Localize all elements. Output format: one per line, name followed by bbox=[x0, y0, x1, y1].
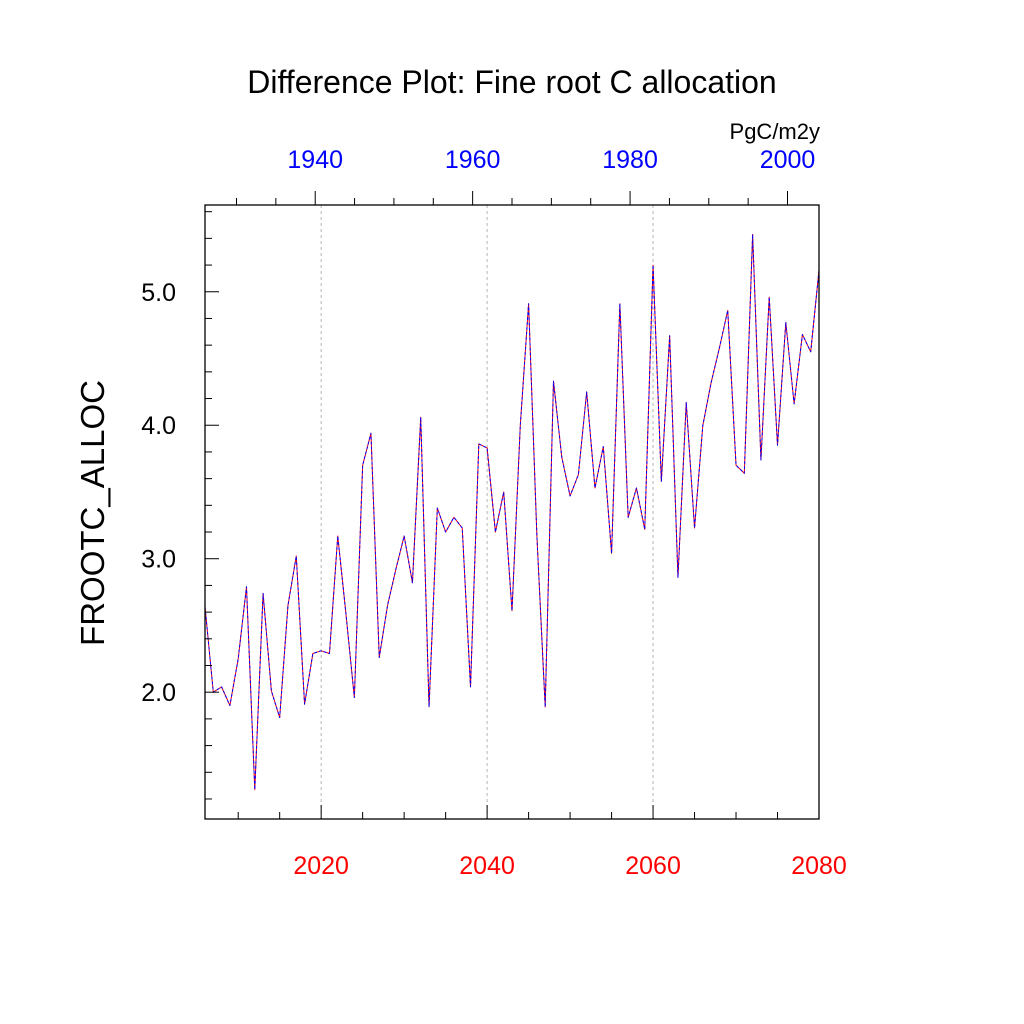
units-label: PgC/m2y bbox=[730, 119, 820, 144]
x-gridlines bbox=[320, 205, 654, 819]
y-axis-label: FROOTC_ALLOC bbox=[74, 380, 111, 646]
top-tick-label-1980: 1980 bbox=[602, 146, 658, 174]
plot-frame bbox=[204, 204, 820, 820]
y-tick-label-4.0: 4.0 bbox=[141, 412, 176, 440]
series-line-2 bbox=[204, 233, 820, 791]
bottom-tick-label-2060: 2060 bbox=[625, 852, 681, 880]
bottom-tick-label-2040: 2040 bbox=[459, 852, 515, 880]
data-series bbox=[204, 233, 820, 791]
bottom-tick-label-2080: 2080 bbox=[791, 852, 847, 880]
top-tick-label-2000: 2000 bbox=[760, 146, 816, 174]
top-tick-label-1940: 1940 bbox=[287, 146, 343, 174]
axis-ticks bbox=[205, 191, 820, 819]
y-tick-label-2.0: 2.0 bbox=[141, 679, 176, 707]
chart-title: Difference Plot: Fine root C allocation bbox=[247, 64, 776, 100]
tick-labels: 2020 2040 2060 2080 1940 1960 1980 2000 2.0 3.0 4.… bbox=[141, 146, 847, 880]
y-tick-label-3.0: 3.0 bbox=[141, 546, 176, 574]
top-tick-label-1960: 1960 bbox=[445, 146, 501, 174]
y-tick-label-5.0: 5.0 bbox=[141, 279, 176, 307]
series-line-1 bbox=[204, 233, 820, 791]
bottom-tick-label-2020: 2020 bbox=[293, 852, 349, 880]
axes bbox=[204, 204, 820, 820]
